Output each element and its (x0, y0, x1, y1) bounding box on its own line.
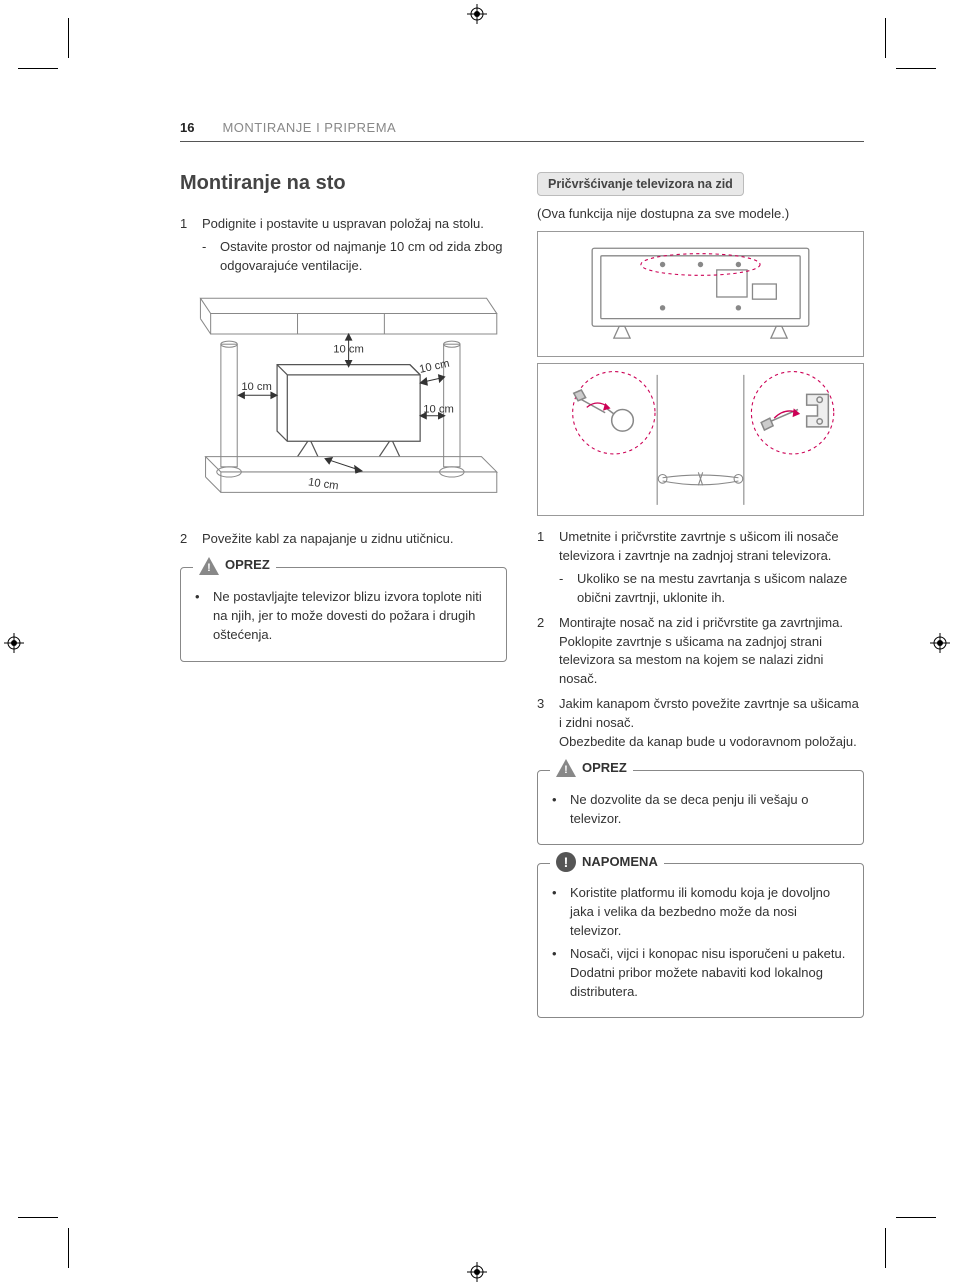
dim-label: 10 cm (307, 476, 339, 492)
page-number: 16 (180, 120, 194, 135)
dim-label: 10 cm (418, 357, 450, 375)
registration-mark-icon (4, 633, 24, 653)
step-extra: Poklopite zavrtnje s ušicama na zadnjoj … (559, 634, 823, 687)
note-item: Koristite platformu ili komodu koja je d… (552, 884, 849, 941)
page-header: 16 MONTIRANJE I PRIPREMA (180, 120, 864, 142)
caution-title: OPREZ (550, 759, 633, 778)
figure-tv-back (537, 231, 864, 357)
step-number: 1 (180, 215, 192, 276)
list-item: 2 Montirajte nosač na zid i pričvrstite … (537, 614, 864, 689)
note-item: Nosači, vijci i konopac nisu isporučeni … (552, 945, 849, 1002)
sub-item: Ostavite prostor od najmanje 10 cm od zi… (202, 238, 507, 276)
step-number: 2 (537, 614, 549, 689)
header-title: MONTIRANJE I PRIPREMA (222, 120, 396, 135)
caution-box: OPREZ Ne dozvolite da se deca penju ili … (537, 770, 864, 846)
list-item: 3 Jakim kanapom čvrsto povežite zavrtnje… (537, 695, 864, 752)
dim-label: 10 cm (333, 343, 364, 355)
crop-mark (18, 1217, 58, 1218)
dim-label: 10 cm (423, 403, 454, 415)
caution-item: Ne postavljajte televizor blizu izvora t… (195, 588, 492, 645)
warning-triangle-icon (556, 759, 576, 777)
list-item: 1 Podignite i postavite u uspravan polož… (180, 215, 507, 276)
caution-box: OPREZ Ne postavljajte televizor blizu iz… (180, 567, 507, 662)
section-heading: Montiranje na sto (180, 172, 507, 195)
warning-triangle-icon (199, 557, 219, 575)
crop-mark (885, 1228, 886, 1268)
left-column: Montiranje na sto 1 Podignite i postavit… (180, 172, 507, 1036)
note-title: ! NAPOMENA (550, 852, 664, 872)
figure-tv-clearance: 10 cm 10 cm 10 cm 10 cm 10 cm (180, 288, 507, 513)
caution-item: Ne dozvolite da se deca penju ili vešaju… (552, 791, 849, 829)
instruction-list: 1 Podignite i postavite u uspravan polož… (180, 215, 507, 276)
dim-label: 10 cm (241, 381, 272, 393)
crop-mark (68, 18, 69, 58)
crop-mark (896, 1217, 936, 1218)
caution-title: OPREZ (193, 556, 276, 575)
figure-wall-mount (537, 363, 864, 516)
step-text: Jakim kanapom čvrsto povežite zavrtnje s… (559, 696, 859, 730)
instruction-list: 2 Povežite kabl za napajanje u zidnu uti… (180, 530, 507, 549)
subsection-pill: Pričvršćivanje televizora na zid (537, 172, 744, 196)
crop-mark (885, 18, 886, 58)
step-text: Podignite i postavite u uspravan položaj… (202, 216, 484, 231)
page-content: 16 MONTIRANJE I PRIPREMA Montiranje na s… (180, 120, 864, 1166)
registration-mark-icon (467, 4, 487, 24)
crop-mark (896, 68, 936, 69)
step-text: Umetnite i pričvrstite zavrtnje s ušicom… (559, 529, 839, 563)
step-extra: Obezbedite da kanap bude u vodoravnom po… (559, 734, 857, 749)
crop-mark (18, 68, 58, 69)
step-number: 1 (537, 528, 549, 607)
list-item: 2 Povežite kabl za napajanje u zidnu uti… (180, 530, 507, 549)
right-column: Pričvršćivanje televizora na zid (Ova fu… (537, 172, 864, 1036)
step-number: 2 (180, 530, 192, 549)
registration-mark-icon (930, 633, 950, 653)
sub-item: Ukoliko se na mestu zavrtanja s ušicom n… (559, 570, 864, 608)
instruction-list: 1 Umetnite i pričvrstite zavrtnje s ušic… (537, 528, 864, 751)
availability-note: (Ova funkcija nije dostupna za sve model… (537, 206, 864, 221)
step-number: 3 (537, 695, 549, 752)
step-text: Povežite kabl za napajanje u zidnu utičn… (202, 531, 454, 546)
registration-mark-icon (467, 1262, 487, 1282)
crop-mark (68, 1228, 69, 1268)
info-circle-icon: ! (556, 852, 576, 872)
list-item: 1 Umetnite i pričvrstite zavrtnje s ušic… (537, 528, 864, 607)
note-box: ! NAPOMENA Koristite platformu ili komod… (537, 863, 864, 1018)
step-text: Montirajte nosač na zid i pričvrstite ga… (559, 615, 843, 630)
